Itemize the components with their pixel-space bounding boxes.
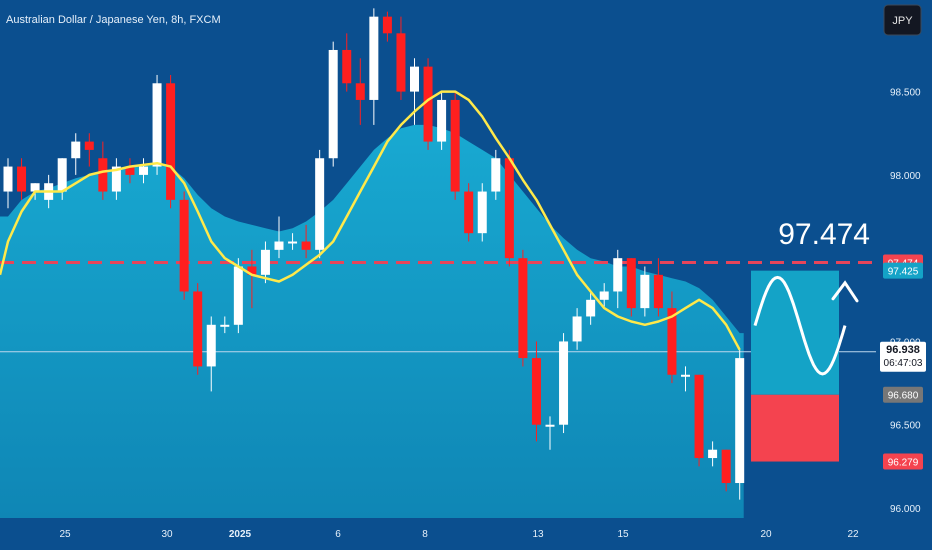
candle-body xyxy=(518,258,528,359)
x-axis: 25 30 2025 6 8 13 15 20 22 xyxy=(59,529,859,540)
candle-body xyxy=(735,358,745,484)
candle-body xyxy=(3,166,13,192)
candle-body xyxy=(491,158,501,192)
candle-body xyxy=(166,83,176,200)
profit-zone xyxy=(751,270,839,395)
candle-body xyxy=(694,374,704,459)
candle-body xyxy=(450,99,460,192)
candle-body xyxy=(206,324,216,367)
candle-body xyxy=(342,49,352,84)
candle-body xyxy=(315,158,325,250)
x-tick-label: 20 xyxy=(760,529,772,540)
candle-body xyxy=(125,166,135,175)
candle-body xyxy=(57,158,67,192)
candle-body xyxy=(382,16,392,34)
x-tick-label: 15 xyxy=(617,529,629,540)
candle-body xyxy=(71,141,81,159)
candle-body xyxy=(721,449,731,484)
mid-price-label: 97.425 xyxy=(883,262,923,279)
candle-body xyxy=(260,249,270,275)
svg-text:96.680: 96.680 xyxy=(888,391,919,402)
stop-price-label: 96.279 xyxy=(883,453,923,470)
svg-text:JPY: JPY xyxy=(892,15,913,27)
candle-body xyxy=(626,258,636,309)
candle-body xyxy=(531,358,541,425)
candle-body xyxy=(423,66,433,142)
x-tick-label: 8 xyxy=(422,529,428,540)
candle-body xyxy=(613,258,623,292)
candle-body xyxy=(193,291,203,367)
candle-body xyxy=(84,141,94,150)
candle-body xyxy=(410,66,419,92)
candle-body xyxy=(396,33,406,92)
svg-text:06:47:03: 06:47:03 xyxy=(884,358,923,369)
y-tick-label: 98.000 xyxy=(890,171,921,182)
ema-line xyxy=(0,90,741,351)
candle-body xyxy=(111,166,121,192)
candle-body xyxy=(437,99,447,142)
projection-arrowhead xyxy=(831,280,859,303)
candle-body xyxy=(545,424,555,427)
candle-body xyxy=(708,449,718,459)
loss-zone xyxy=(751,394,839,462)
candle-body xyxy=(139,166,148,175)
currency-button[interactable]: JPY xyxy=(883,4,922,36)
candle-body xyxy=(30,183,40,192)
x-tick-label: 2025 xyxy=(229,529,252,540)
candle-body xyxy=(559,341,569,425)
entry-price-label: 96.680 xyxy=(883,386,923,403)
y-tick-label: 96.500 xyxy=(890,421,921,432)
candle-body xyxy=(667,308,677,375)
candle-body xyxy=(247,266,257,275)
candle-body xyxy=(640,274,650,309)
candle-body xyxy=(220,324,230,327)
candle-body xyxy=(477,191,487,234)
current-price-label: 96.938 06:47:03 xyxy=(880,341,926,372)
x-tick-label: 22 xyxy=(847,529,859,540)
candle-body xyxy=(98,158,108,192)
svg-text:97.425: 97.425 xyxy=(888,267,919,278)
candle-body xyxy=(233,266,243,325)
candle-body xyxy=(152,83,162,167)
x-tick-label: 6 xyxy=(335,529,341,540)
chart-title: Australian Dollar / Japanese Yen, 8h, FX… xyxy=(6,14,221,26)
projection-wave xyxy=(753,275,847,376)
x-tick-label: 13 xyxy=(532,529,544,540)
svg-text:96.938: 96.938 xyxy=(886,344,920,356)
candle-body xyxy=(288,241,298,244)
candle-body xyxy=(572,316,582,342)
candle-body xyxy=(586,299,596,317)
y-tick-label: 98.500 xyxy=(890,88,921,99)
candle-body xyxy=(328,49,338,159)
target-annotation: 97.474 xyxy=(778,218,870,251)
candle-body xyxy=(504,158,514,259)
candle-body xyxy=(274,241,284,250)
x-tick-label: 25 xyxy=(59,529,71,540)
candle-body xyxy=(369,16,379,100)
x-tick-label: 30 xyxy=(161,529,173,540)
candle-body xyxy=(653,274,663,309)
price-labels: 97.474 97.425 96.938 06:47:03 96.680 96.… xyxy=(880,254,926,470)
svg-text:96.279: 96.279 xyxy=(888,458,919,469)
candles-group xyxy=(3,8,745,500)
candle-body xyxy=(355,83,365,100)
candle-body xyxy=(179,199,189,292)
candle-body xyxy=(301,241,311,250)
candle-body xyxy=(599,291,609,300)
candle-body xyxy=(17,166,27,192)
candle-body xyxy=(681,374,690,377)
candle-body xyxy=(464,191,474,234)
y-tick-label: 96.000 xyxy=(890,504,921,515)
